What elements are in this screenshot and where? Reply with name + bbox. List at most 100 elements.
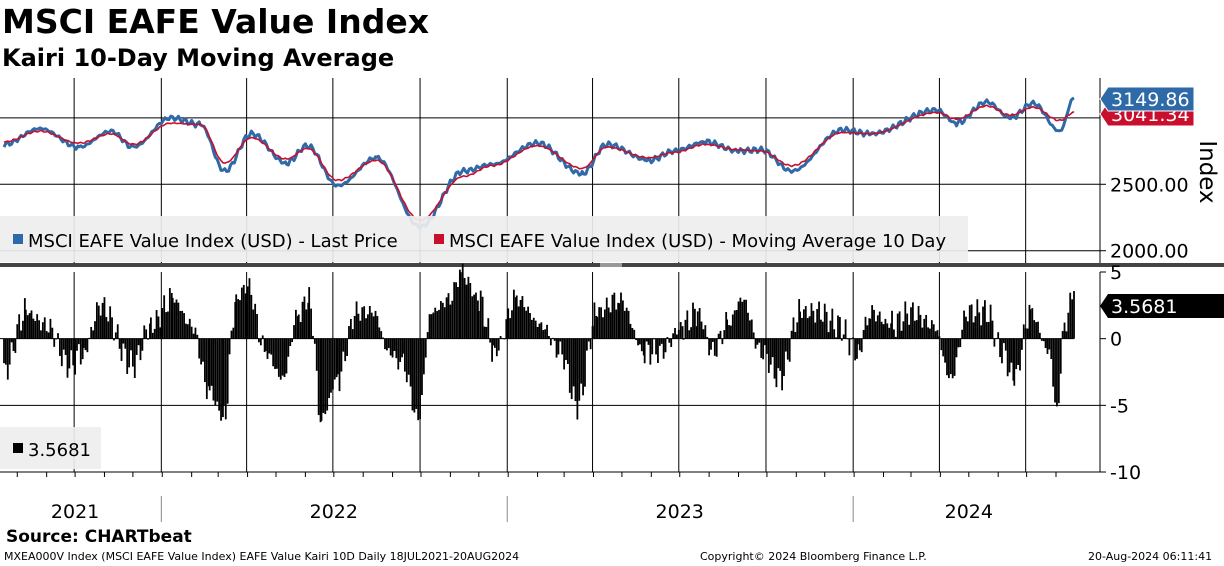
- kairi-bar: [647, 338, 650, 345]
- price-legend-box: [0, 216, 968, 262]
- kairi-bar: [204, 338, 206, 383]
- kairi-bar: [97, 305, 100, 339]
- kairi-bar: [961, 329, 964, 339]
- kairi-bar: [546, 324, 548, 339]
- kairi-bar: [374, 310, 377, 339]
- kairi-bar: [1029, 309, 1032, 339]
- kairi-bar: [875, 321, 877, 339]
- kairi-bar: [919, 314, 922, 339]
- kairi-bar: [415, 338, 418, 409]
- kairi-bar: [876, 315, 879, 339]
- kairi-bar: [264, 338, 267, 351]
- kairi-bar: [417, 338, 420, 421]
- kairi-bar: [367, 314, 369, 339]
- kairi-bar: [999, 338, 1001, 358]
- kairi-bar: [419, 338, 421, 420]
- kairi-bar: [664, 338, 667, 353]
- kairi-bar: [668, 338, 671, 343]
- kairi-bar: [22, 320, 24, 339]
- kairi-bar: [487, 318, 490, 339]
- last-price-flag: 3149.86: [1099, 86, 1195, 112]
- kairi-bar: [342, 338, 345, 352]
- kairi-bar: [779, 338, 782, 371]
- kairi-bar: [827, 332, 830, 339]
- kairi-bar: [331, 338, 334, 390]
- kairi-bar: [216, 338, 219, 402]
- kairi-bar: [43, 317, 46, 339]
- kairi-bar: [593, 302, 596, 339]
- kairi-bar: [743, 299, 746, 339]
- kairi-bar: [445, 297, 448, 339]
- kairi-bar: [170, 292, 173, 339]
- kairi-bar: [103, 297, 106, 339]
- panel-divider-grip: [600, 263, 622, 267]
- kairi-bar: [542, 329, 545, 339]
- kairi-bar: [576, 338, 579, 420]
- kairi-bar: [26, 315, 29, 339]
- kairi-bar: [637, 338, 639, 346]
- kairi-bar: [523, 307, 526, 339]
- kairi-bar: [222, 338, 225, 406]
- kairi-bar: [313, 338, 316, 344]
- kairi-bar: [66, 338, 69, 378]
- kairi-bar: [1022, 324, 1025, 339]
- kairi-bar: [235, 294, 238, 339]
- kairi-bar: [890, 323, 892, 339]
- kairi-bar: [384, 338, 386, 350]
- kairi-bar: [149, 323, 151, 339]
- kairi-bar: [194, 327, 197, 339]
- kairi-bar: [149, 317, 152, 339]
- kairi-bar: [274, 338, 276, 369]
- kairi-bar: [631, 328, 634, 339]
- kairi-bar: [980, 325, 983, 339]
- kairi-bar: [16, 324, 19, 339]
- kairi-bar: [145, 329, 148, 339]
- kairi-bar: [338, 338, 341, 392]
- kairi-bar: [582, 338, 584, 396]
- kairi-bar: [493, 338, 495, 346]
- kairi-bar: [465, 284, 468, 339]
- kairi-bar: [387, 338, 390, 349]
- kairi-bar: [840, 338, 843, 341]
- kairi-bar: [635, 338, 638, 341]
- kairi-bar: [402, 338, 404, 354]
- kairi-bar: [1015, 338, 1018, 370]
- kairi-bar: [653, 338, 656, 340]
- kairi-bar: [485, 326, 488, 339]
- kairi-bar: [521, 296, 524, 339]
- kairi-bar: [81, 338, 84, 360]
- kairi-bar: [14, 338, 17, 353]
- kairi-bar: [869, 318, 872, 339]
- kairi-bar: [196, 334, 199, 339]
- kairi-bar: [684, 319, 687, 339]
- kairi-bar: [938, 336, 941, 339]
- kairi-bar: [947, 338, 950, 379]
- kairi-bar: [747, 312, 749, 339]
- kairi-bar: [578, 338, 581, 401]
- kairi-bar: [393, 338, 396, 351]
- kairi-bar: [266, 338, 269, 359]
- kairi-bar: [346, 338, 348, 356]
- kairi-bar: [764, 338, 766, 346]
- kairi-bar: [1033, 320, 1036, 339]
- kairi-bar: [45, 331, 48, 339]
- kairi-bar: [696, 311, 699, 339]
- kairi-bar: [434, 307, 437, 339]
- kairi-bar: [272, 338, 275, 367]
- kairi-bar: [232, 327, 235, 339]
- kairi-bar: [477, 310, 480, 339]
- kairi-bar: [642, 338, 645, 356]
- kairi-bar: [409, 338, 412, 387]
- kairi-bar: [587, 338, 590, 342]
- kairi-bar: [114, 332, 117, 339]
- kairi-bar: [823, 303, 826, 339]
- kairi-bar: [611, 294, 614, 339]
- kairi-bar: [965, 316, 967, 339]
- kairi-bar: [72, 338, 75, 366]
- x-year-label: 2024: [945, 501, 993, 523]
- kairi-bar: [1054, 338, 1056, 403]
- kairi-bar: [109, 306, 112, 339]
- kairi-bar: [363, 306, 366, 339]
- kairi-bar: [214, 338, 217, 406]
- kairi-bar: [857, 338, 859, 345]
